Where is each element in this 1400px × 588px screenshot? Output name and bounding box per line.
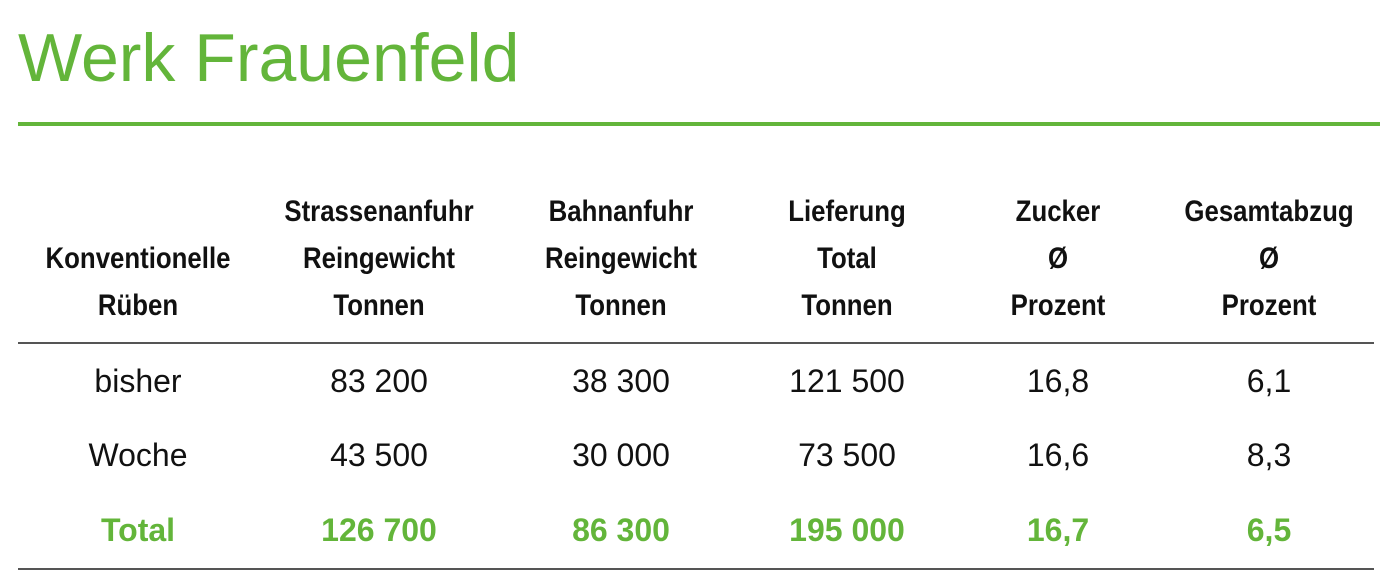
total-label: Total bbox=[18, 492, 258, 570]
table-cell: 38 300 bbox=[572, 362, 670, 399]
header-line: Strassenanfuhr bbox=[284, 195, 474, 228]
table-cell: 30 000 bbox=[572, 436, 670, 473]
total-cell: 6,5 bbox=[1164, 492, 1374, 570]
table-cell: 43 500 bbox=[330, 436, 428, 473]
column-header-rueben: Konventionelle Rüben bbox=[34, 188, 242, 344]
column-header-bahnanfuhr: Bahnanfuhr Reingewicht Tonnen bbox=[516, 188, 726, 344]
header-line: Rüben bbox=[97, 289, 179, 322]
table-cell: 16,6 bbox=[1026, 436, 1090, 473]
table-row: Woche 43 500 30 000 73 500 16,6 8,3 bbox=[18, 418, 1374, 492]
table-cell: 83 200 bbox=[330, 362, 428, 399]
header-line: Ø bbox=[1047, 242, 1069, 275]
page-title: Werk Frauenfeld bbox=[18, 20, 520, 96]
header-line: Tonnen bbox=[801, 289, 893, 322]
total-row: Total 126 700 86 300 195 000 16,7 6,5 bbox=[18, 492, 1374, 570]
column-header-gesamtabzug: Gesamtabzug Ø Prozent bbox=[1178, 188, 1360, 344]
row-label: Woche bbox=[88, 436, 188, 473]
table-row: bisher 83 200 38 300 121 500 16,8 6,1 bbox=[18, 343, 1374, 418]
column-header-zucker: Zucker Ø Prozent bbox=[966, 188, 1150, 344]
header-line: Lieferung bbox=[788, 195, 906, 228]
header-line: Tonnen bbox=[575, 289, 667, 322]
total-cell: 86 300 bbox=[500, 492, 742, 570]
total-cell: 126 700 bbox=[258, 492, 500, 570]
header-line: Zucker bbox=[1015, 195, 1101, 228]
header-line: Reingewicht bbox=[303, 242, 455, 275]
header-line: Reingewicht bbox=[545, 242, 697, 275]
header-line: Prozent bbox=[1010, 289, 1106, 322]
column-header-lieferung: Lieferung Total Tonnen bbox=[756, 188, 938, 344]
table-cell: 16,8 bbox=[1026, 362, 1090, 399]
total-cell: 16,7 bbox=[952, 492, 1164, 570]
header-line: Gesamtabzug bbox=[1184, 195, 1354, 228]
header-line: Konventionelle bbox=[45, 242, 231, 275]
column-header-strassenanfuhr: Strassenanfuhr Reingewicht Tonnen bbox=[274, 188, 484, 344]
delivery-table: Konventionelle Rüben Strassenanfuhr Rein… bbox=[18, 188, 1374, 570]
header-line: Prozent bbox=[1221, 289, 1317, 322]
table-cell: 6,1 bbox=[1246, 362, 1292, 399]
header-line: Tonnen bbox=[333, 289, 425, 322]
table-cell: 73 500 bbox=[798, 436, 896, 473]
header-line: Ø bbox=[1258, 242, 1280, 275]
header-line: Total bbox=[817, 242, 877, 275]
title-divider bbox=[18, 122, 1380, 126]
row-label: bisher bbox=[94, 362, 182, 399]
table-cell: 121 500 bbox=[789, 362, 905, 399]
header-line: Bahnanfuhr bbox=[548, 195, 694, 228]
header-row: Konventionelle Rüben Strassenanfuhr Rein… bbox=[18, 188, 1374, 344]
total-cell: 195 000 bbox=[742, 492, 952, 570]
table-cell: 8,3 bbox=[1246, 436, 1292, 473]
